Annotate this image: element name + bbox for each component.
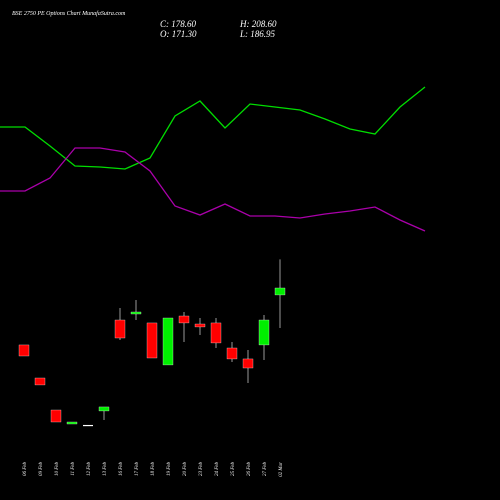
candle-body	[146, 322, 158, 359]
x-tick-label: 17 Feb	[135, 462, 140, 477]
candle-body	[274, 287, 286, 296]
x-tick-label: 27 Feb	[263, 462, 268, 477]
x-tick-label: 26 Feb	[247, 462, 252, 477]
x-tick-label: 20 Feb	[183, 462, 188, 477]
x-tick-label: 13 Feb	[103, 462, 108, 477]
candle-body	[114, 319, 126, 339]
candle-body	[66, 421, 78, 425]
candle-body	[162, 317, 174, 366]
candle-body	[50, 409, 62, 423]
indicator-line	[0, 86, 426, 170]
candle-body	[178, 315, 190, 324]
low-info: L: 186.95	[239, 29, 276, 39]
close-info: C: 178.60	[160, 19, 197, 29]
x-tick-label: 10 Feb	[55, 462, 60, 477]
candle-body	[258, 319, 270, 346]
high-info: H: 208.60	[239, 19, 277, 29]
candle-body	[98, 406, 110, 412]
candle-body	[34, 377, 46, 386]
candle-body	[242, 358, 254, 369]
x-tick-label: 06 Feb	[23, 462, 28, 477]
x-tick-label: 24 Feb	[215, 462, 220, 477]
indicator-line	[0, 147, 426, 232]
candle-body	[18, 344, 30, 357]
candle-body	[83, 424, 93, 427]
x-tick-label: 19 Feb	[167, 462, 172, 477]
candle-body	[194, 323, 206, 328]
x-tick-label: 02 Mar	[279, 462, 284, 477]
x-tick-label: 25 Feb	[231, 462, 236, 477]
x-tick-label: 12 Feb	[87, 462, 92, 477]
x-tick-label: 09 Feb	[39, 462, 44, 477]
chart-title: BSE 2750 PE Options Chart MunafaSutra.co…	[12, 10, 126, 17]
candle-body	[210, 322, 222, 344]
candle-body	[130, 311, 142, 315]
open-info: O: 171.30	[160, 29, 197, 39]
x-tick-label: 23 Feb	[199, 462, 204, 477]
candle-body	[226, 347, 238, 360]
x-tick-label: 16 Feb	[119, 462, 124, 477]
x-tick-label: 11 Feb	[71, 462, 76, 476]
x-tick-label: 18 Feb	[151, 462, 156, 477]
